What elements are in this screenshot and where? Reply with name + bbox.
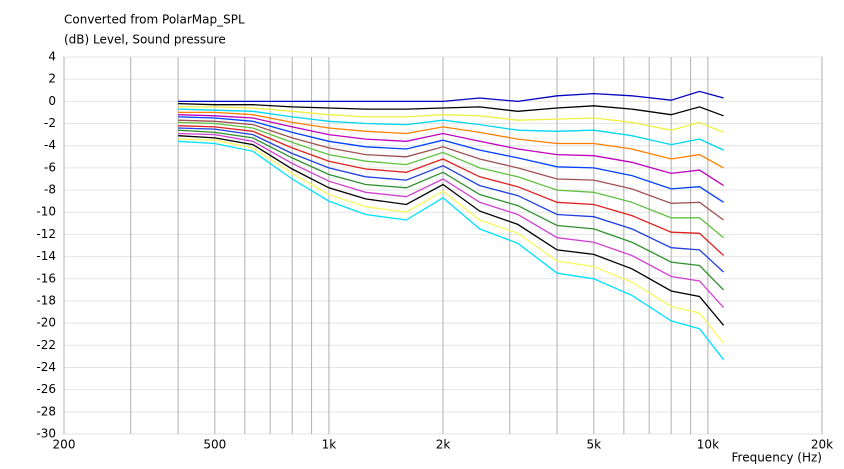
x-tick-label: 200 [53,438,76,452]
y-tick-label: 2 [48,72,56,86]
series-line [178,140,725,361]
y-tick-label: -10 [36,205,56,219]
x-axis-label: Frequency (Hz) [732,451,823,465]
y-tick-label: -20 [36,316,56,330]
chart-subtitle: (dB) Level, Sound pressure [64,33,226,47]
y-tick-label: -6 [44,160,56,174]
series-line [178,111,724,169]
y-tick-label: -4 [44,138,56,152]
series-line [178,138,725,344]
series-line [178,129,725,291]
series-line [178,135,725,326]
y-tick-label: -28 [36,404,56,418]
series-line [178,121,725,239]
x-tick-label: 20k [811,438,833,452]
series-line [178,90,724,103]
series-line [178,116,724,203]
series-line [178,127,725,273]
x-tick-label: 1k [322,438,337,452]
y-tick-label: -12 [36,227,56,241]
series-line [178,102,724,117]
series-line [178,119,724,221]
chart-title: Converted from PolarMap_SPL [64,13,245,27]
y-tick-label: -30 [36,427,56,441]
y-tick-label: 0 [48,94,56,108]
y-tick-label: -18 [36,293,56,307]
y-tick-label: -24 [36,360,56,374]
y-tick-label: -14 [36,249,56,263]
series-line [178,106,724,134]
x-tick-label: 10k [697,438,719,452]
series-line [178,125,725,256]
y-tick-label: -16 [36,271,56,285]
series-line [178,132,725,309]
x-tick-label: 5k [587,438,602,452]
y-tick-label: -26 [36,382,56,396]
y-tick-label: -8 [44,183,56,197]
x-tick-label: 2k [436,438,451,452]
y-tick-label: -22 [36,338,56,352]
x-tick-label: 500 [203,438,226,452]
y-tick-label: 4 [48,50,56,64]
series-line [178,108,724,151]
y-tick-label: -2 [44,116,56,130]
series-line [178,114,724,187]
